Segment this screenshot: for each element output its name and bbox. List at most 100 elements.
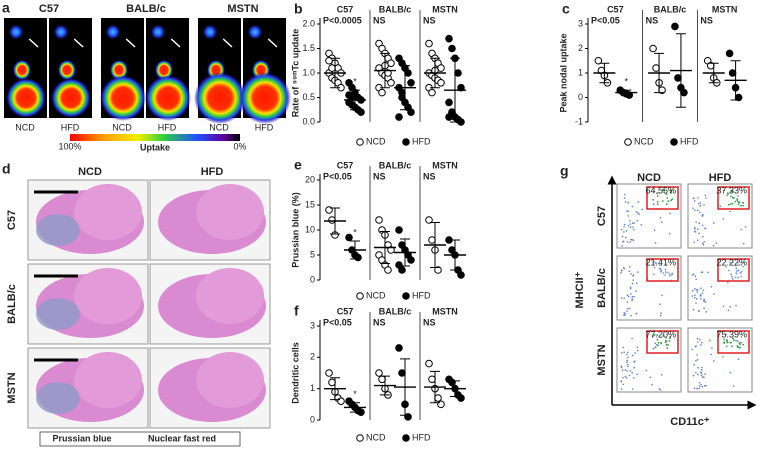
y-axis-label: Prussian blue (%) (290, 192, 300, 268)
flow-event (729, 261, 732, 264)
flow-event (727, 309, 730, 312)
flow-event (649, 376, 652, 379)
error-bar (380, 52, 390, 89)
strain-label: C57 (39, 3, 59, 15)
flow-event (698, 310, 700, 312)
flow-event (631, 238, 633, 241)
diet-label: HFD (61, 122, 80, 132)
error-bar (708, 62, 719, 84)
y-tick-label: 2 (310, 352, 315, 362)
flow-event (626, 351, 629, 354)
legend-label: HFD (412, 136, 431, 146)
node-signal (58, 60, 76, 80)
flow-event (664, 268, 667, 271)
flow-event (737, 358, 740, 361)
data-point (725, 49, 734, 58)
legend-label: NCD (634, 136, 654, 146)
flow-event (627, 307, 629, 310)
flow-event (628, 266, 631, 268)
node-signal (155, 60, 173, 80)
group-label: BALB/c (379, 4, 412, 14)
flow-event (702, 213, 704, 216)
flow-event (671, 198, 674, 200)
flow-event (652, 198, 654, 201)
flow-event (635, 282, 638, 285)
flow-event (698, 381, 701, 384)
flow-event (727, 192, 730, 195)
flow-event (695, 289, 698, 291)
flow-event (730, 190, 733, 193)
flow-event (700, 271, 703, 274)
group-label: MSTN (712, 4, 738, 14)
iron-deposit (36, 298, 80, 330)
node-tissue (196, 352, 264, 408)
y-axis-label: Peak nodal uptake (558, 33, 568, 112)
error-bar (330, 377, 340, 401)
error-bar (400, 65, 410, 111)
flow-event (663, 189, 666, 192)
y-tick-label: 15 (305, 199, 315, 209)
flow-event (625, 230, 628, 232)
flow-event (626, 241, 629, 243)
data-point (594, 56, 603, 65)
flow-event (699, 338, 701, 341)
flow-event (731, 196, 734, 199)
data-point (407, 108, 415, 116)
flow-event (632, 226, 634, 228)
flow-event (632, 239, 635, 242)
flow-event (671, 272, 674, 275)
flow-event (636, 219, 639, 222)
flow-event (629, 226, 632, 228)
flow-event (696, 354, 698, 356)
flow-event (624, 369, 627, 371)
flow-event (723, 341, 725, 344)
flow-event (661, 200, 664, 202)
flow-event (656, 192, 659, 195)
flow-event (669, 212, 671, 215)
flow-event (631, 298, 634, 300)
flow-event (693, 209, 696, 212)
flow-event (659, 217, 662, 219)
flow-event (622, 346, 625, 349)
row-label: C57 (596, 206, 608, 226)
flow-event (659, 389, 662, 391)
flow-event (699, 205, 702, 207)
colorbar-max: 100% (58, 141, 81, 151)
data-point (671, 22, 679, 31)
data-point (445, 34, 453, 43)
legend-label: NCD (366, 136, 386, 146)
y-tick-label: 20 (305, 174, 315, 184)
error-bar (330, 207, 340, 235)
flow-event (692, 374, 695, 377)
flow-event (660, 341, 663, 344)
flow-event (629, 287, 632, 290)
flow-event (620, 270, 623, 272)
flow-event (700, 344, 702, 346)
flow-event (629, 286, 632, 288)
flow-event (739, 346, 742, 349)
flow-event (701, 366, 703, 369)
flow-event (694, 287, 696, 290)
error-bar (430, 222, 440, 268)
flow-event (621, 235, 624, 238)
gate-percent: 22.22% (716, 257, 747, 267)
flow-event (627, 225, 630, 227)
error-bar (450, 380, 460, 397)
data-point (428, 236, 436, 244)
flow-event (730, 273, 732, 276)
flow-event (622, 383, 625, 386)
flow-event (713, 293, 715, 295)
colorbar-title: Uptake (140, 142, 170, 152)
flow-event (666, 347, 669, 350)
flow-event (661, 294, 663, 297)
node-tissue (196, 268, 264, 324)
y-axis-label: Dendritic cells (290, 342, 300, 404)
data-point (652, 64, 660, 72)
y-tick-label: 0.5 (302, 92, 315, 102)
data-point (437, 79, 445, 87)
flow-event (727, 269, 730, 272)
flow-event (700, 287, 702, 290)
error-bar (430, 370, 440, 404)
flow-event (702, 235, 704, 238)
annotation: P<0.0005 (323, 15, 362, 25)
